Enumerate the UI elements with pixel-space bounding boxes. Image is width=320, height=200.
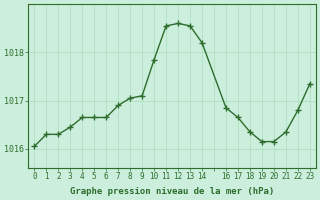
- X-axis label: Graphe pression niveau de la mer (hPa): Graphe pression niveau de la mer (hPa): [70, 187, 274, 196]
